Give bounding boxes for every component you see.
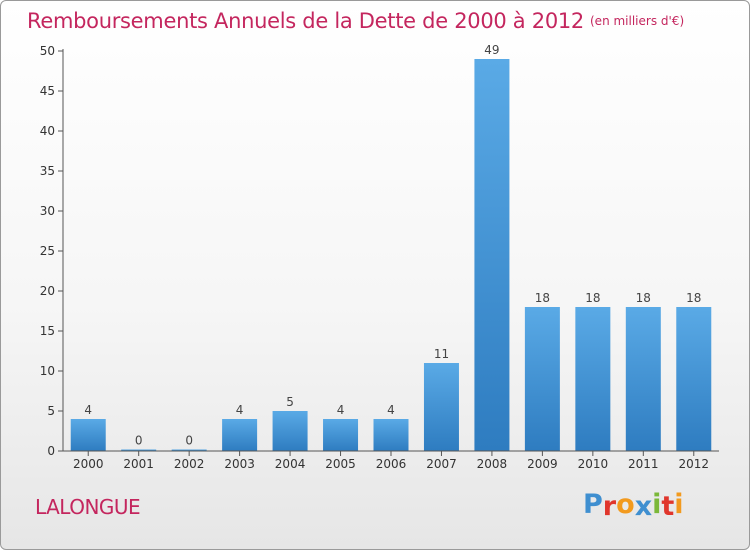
bars: 4 0 0 4 5 4 4 11 49 18 18 18 18 [70,43,712,451]
x-tick-label: 2010 [578,457,609,471]
y-tick-label: 5 [47,404,55,418]
bar [70,419,106,451]
commune-name: LALONGUE [35,495,141,519]
chart-title: Remboursements Annuels de la Dette de 20… [27,9,684,33]
y-tick-label: 30 [40,204,55,218]
x-tick-label: 2004 [275,457,306,471]
bar-value-label: 0 [135,434,143,448]
bar-value-label: 4 [337,403,345,417]
bar-value-label: 4 [84,403,92,417]
bar [373,419,409,451]
bar-value-label: 18 [535,291,550,305]
logo-letter: t [661,491,675,522]
y-tick-label: 0 [47,444,55,458]
y-axis: 0 5 10 15 20 25 30 35 40 45 50 [40,44,64,458]
x-tick-label: 2000 [73,457,104,471]
x-tick-label: 2009 [527,457,558,471]
logo-letter: x [634,491,653,522]
y-tick-label: 35 [40,164,55,178]
chart-unit: (en milliers d'€) [590,14,685,28]
bar [474,59,510,451]
bar [423,363,459,451]
x-tick-label: 2006 [376,457,407,471]
bar-value-label: 4 [387,403,395,417]
logo-letter: o [616,489,635,520]
x-tick-label: 2008 [477,457,508,471]
bar [524,307,560,451]
logo-letter: r [602,491,617,522]
chart-title-text: Remboursements Annuels de la Dette de 20… [27,9,584,33]
y-tick-label: 50 [40,44,55,58]
proxiti-logo: Proxiti [583,489,684,522]
y-tick-label: 15 [40,324,55,338]
bar-value-label: 49 [484,43,499,57]
bar [625,307,661,451]
y-tick-label: 10 [40,364,55,378]
y-tick-label: 45 [40,84,55,98]
x-tick-label: 2003 [224,457,255,471]
x-axis: 2000 2001 2002 2003 2004 2005 2006 2007 2008 2009… [63,450,719,471]
y-tick-label: 40 [40,124,55,138]
bar-value-label: 4 [236,403,244,417]
bar-value-label: 11 [434,347,449,361]
bar [676,307,712,451]
y-tick-label: 20 [40,284,55,298]
x-tick-label: 2002 [174,457,205,471]
bar [121,449,157,451]
x-tick-label: 2007 [426,457,457,471]
bar-value-label: 18 [585,291,600,305]
x-tick-label: 2012 [678,457,709,471]
bar [323,419,359,451]
bar-value-label: 5 [286,395,294,409]
bar [272,411,308,451]
y-tick-label: 25 [40,244,55,258]
bar-value-label: 18 [686,291,701,305]
x-tick-label: 2011 [628,457,659,471]
x-tick-label: 2005 [325,457,356,471]
bar [171,449,207,451]
logo-letter: P [583,489,603,520]
logo-letter: i [652,489,662,520]
bar [222,419,258,451]
bar-value-label: 0 [185,434,193,448]
x-tick-label: 2001 [123,457,154,471]
logo-letter: i [674,489,684,520]
bar [575,307,611,451]
bar-value-label: 18 [636,291,651,305]
